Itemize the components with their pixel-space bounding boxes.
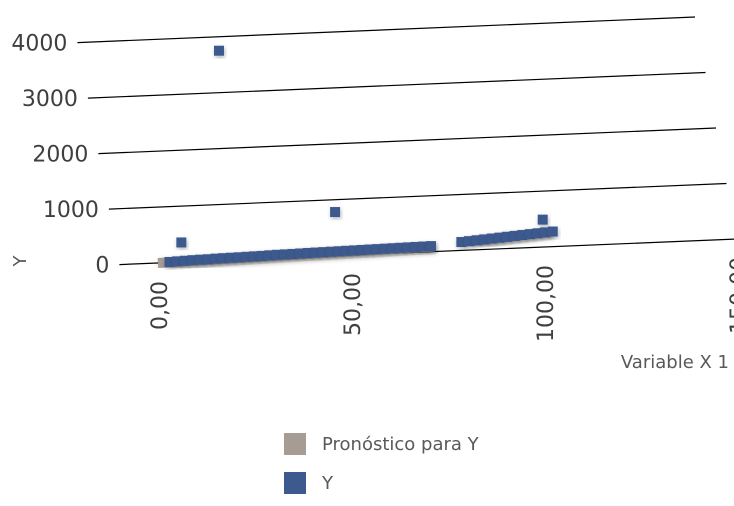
y-axis-ticks: 0 1000 2000 3000 4000 [11,32,109,279]
y-point [195,254,206,265]
y-axis-title: Y [10,255,31,268]
gridline [108,182,727,210]
x-axis-ticks: 0,00 50,00 100,00 150,00 [148,257,734,342]
y-point [330,207,341,218]
y-point [218,253,229,264]
legend-item-forecast: Pronóstico para Y [284,428,479,460]
x-tick-label: 150,00 [727,257,734,334]
y-point [164,256,175,267]
y-point [402,242,413,253]
y-point [295,248,306,259]
x-axis-title: Variable X 1 [621,352,729,373]
gridline [87,71,706,99]
legend-item-y: Y [284,467,479,499]
y-point [302,247,313,258]
y-point [272,249,283,260]
y-point [379,243,390,254]
y-point [426,241,437,252]
y-point [456,237,467,248]
y-point [325,246,336,257]
y-point [248,251,259,262]
y-tick-label: 2000 [32,143,88,168]
y-point [172,256,183,267]
gridline [77,16,696,44]
y-point [410,241,421,252]
gridlines [77,16,734,266]
y-point [310,247,321,258]
legend-swatch-forecast [284,433,306,455]
y-point [486,233,497,244]
y-point [356,244,367,255]
y-point [372,244,383,255]
x-tick-label: 100,00 [534,265,559,342]
y-tick-label: 0 [95,254,109,279]
y-point [210,253,221,264]
y-point [264,250,275,261]
y-point [241,251,252,262]
y-tick-label: 1000 [43,198,99,223]
y-tick-label: 4000 [11,32,67,57]
y-point [418,241,429,252]
y-point [287,248,298,259]
y-point [517,230,528,241]
y-series [164,45,558,267]
y-point [341,245,352,256]
y-point [509,230,520,241]
y-point [479,234,490,245]
legend-swatch-y [284,472,306,494]
y-point [279,249,290,260]
legend-label-forecast: Pronóstico para Y [322,433,479,455]
y-point [364,244,375,255]
y-point [202,254,213,265]
y-point [387,243,398,254]
y-point [213,45,224,56]
y-point [463,236,474,247]
y-point [540,227,551,238]
y-point [494,232,505,243]
y-point [547,226,558,237]
x-tick-label: 0,00 [148,281,173,330]
y-point [318,247,329,258]
y-point [524,229,535,240]
y-point [256,250,267,261]
y-tick-label: 3000 [22,87,78,112]
y-point [471,235,482,246]
y-point [395,242,406,253]
y-point [179,255,190,266]
y-point [187,255,198,266]
y-point [176,237,187,248]
x-tick-label: 50,00 [341,273,366,336]
y-point [333,246,344,257]
legend-label-y: Y [322,472,333,494]
y-point [502,231,513,242]
y-point [225,252,236,263]
gridline [98,127,717,155]
y-point [349,245,360,256]
y-point [233,252,244,263]
y-point [532,228,543,239]
y-point [537,214,548,225]
legend: Pronóstico para Y Y [284,428,479,506]
